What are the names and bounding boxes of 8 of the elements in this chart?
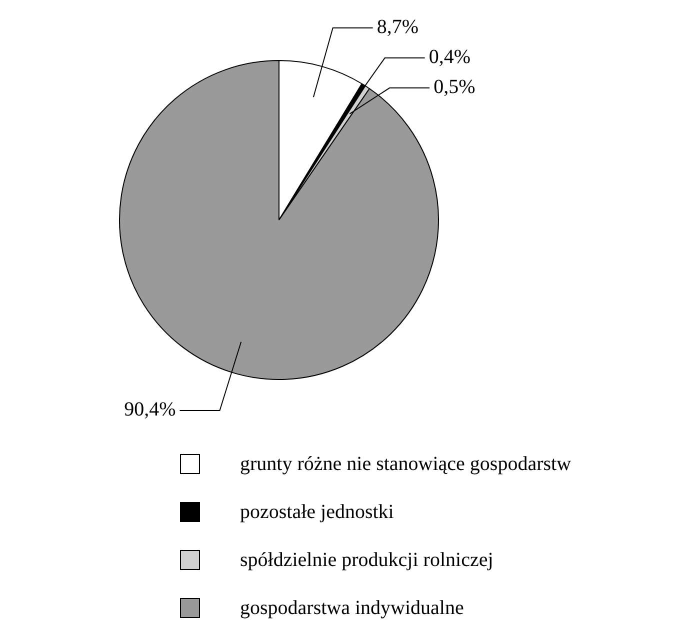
legend-label: spółdzielnie produkcji rolniczej xyxy=(240,548,494,572)
legend-label: grunty różne nie stanowiące gospodarstw xyxy=(240,452,572,476)
legend-label: gospodarstwa indywidualne xyxy=(240,596,464,620)
data-label: 0,5% xyxy=(434,76,476,98)
data-label: 90,4% xyxy=(124,398,176,421)
data-label: 0,4% xyxy=(428,46,471,68)
legend-label: pozostałe jednostki xyxy=(240,500,394,524)
data-label: 8,7% xyxy=(376,16,419,38)
